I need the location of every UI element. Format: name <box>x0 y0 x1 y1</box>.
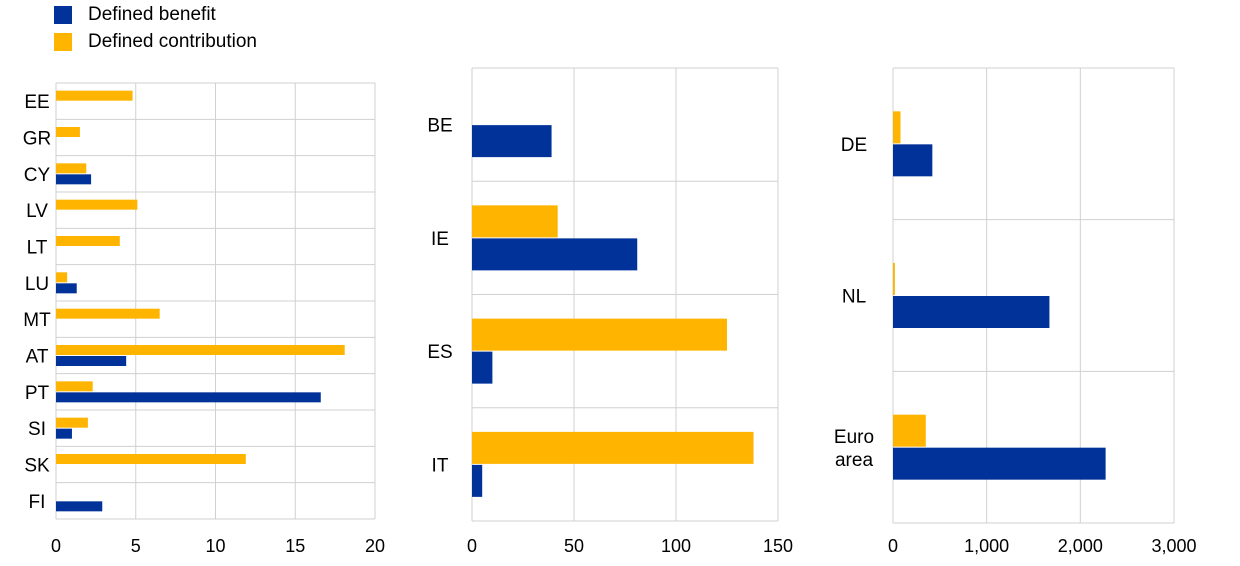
category-label-mt: MT <box>23 310 51 331</box>
bar-defined-contribution-es <box>472 318 727 351</box>
x-tick-label: 150 <box>763 536 793 556</box>
legend-label-defined-contribution: Defined contribution <box>88 31 257 52</box>
category-label-ee: EE <box>24 92 49 113</box>
bar-defined-benefit-be <box>472 125 552 158</box>
category-label-euro-area: Euro area <box>834 427 874 471</box>
bar-defined-contribution-pt <box>56 381 93 392</box>
x-tick-label: 2,000 <box>1058 536 1103 556</box>
x-tick-label: 10 <box>205 536 225 556</box>
legend-swatch-defined-benefit <box>54 6 72 24</box>
x-tick-label: 15 <box>285 536 305 556</box>
x-tick-label: 3,000 <box>1151 536 1196 556</box>
category-label-lu: LU <box>25 274 49 295</box>
bar-defined-contribution-ie <box>472 205 558 238</box>
x-tick-label: 0 <box>51 536 61 556</box>
category-label-at: AT <box>26 347 49 368</box>
legend-label-defined-benefit: Defined benefit <box>88 4 216 25</box>
category-label-lt: LT <box>27 238 48 259</box>
category-label-pt: PT <box>25 383 50 404</box>
category-label-nl: NL <box>842 287 866 308</box>
x-tick-label: 0 <box>467 536 477 556</box>
category-label-lv: LV <box>26 201 48 222</box>
legend-item-defined-contribution: Defined contribution <box>54 31 257 53</box>
category-label-ie: IE <box>431 229 449 250</box>
x-tick-label: 50 <box>564 536 584 556</box>
bar-defined-contribution-si <box>56 417 88 428</box>
bar-defined-contribution-euro-area <box>893 414 926 447</box>
category-label-de: DE <box>841 135 867 156</box>
chart-panel-3: DE NL Euro area 0 1,000 2,000 3,000 <box>834 67 1197 556</box>
bar-defined-benefit-lu <box>56 283 77 294</box>
bar-defined-contribution-lv <box>56 199 138 210</box>
category-label-fi: FI <box>29 492 46 513</box>
category-label-cy: CY <box>24 165 51 186</box>
bar-defined-contribution-nl <box>893 263 895 295</box>
bar-defined-benefit-si <box>56 428 72 439</box>
x-tick-label: 5 <box>131 536 141 556</box>
bar-defined-benefit-euro-area <box>893 447 1106 480</box>
bar-defined-contribution-de <box>893 111 901 144</box>
bar-defined-contribution-ee <box>56 90 133 101</box>
category-label-sk: SK <box>24 456 50 477</box>
bar-defined-contribution-mt <box>56 308 160 319</box>
chart-panel-2: BE IE ES IT 0 50 100 150 <box>427 67 793 556</box>
category-label-gr: GR <box>23 129 52 150</box>
bar-defined-benefit-de <box>893 144 933 177</box>
bar-defined-benefit-cy <box>56 174 92 185</box>
x-tick-label: 100 <box>661 536 691 556</box>
category-label-be: BE <box>427 116 452 137</box>
category-label-it: IT <box>432 455 449 476</box>
legend-item-defined-benefit: Defined benefit <box>54 4 216 26</box>
bar-defined-contribution-at <box>56 345 345 355</box>
bar-defined-benefit-it <box>472 464 483 497</box>
x-tick-label: 1,000 <box>964 536 1009 556</box>
bar-defined-benefit-ie <box>472 238 638 271</box>
x-tick-label: 20 <box>365 536 385 556</box>
chart-panel-1: EE GR CY LV LT LU MT AT PT SI SK FI 0 5 10 15 20 <box>23 82 385 556</box>
category-label-si: SI <box>28 419 46 440</box>
bar-defined-benefit-nl <box>893 296 1050 328</box>
bar-defined-benefit-pt <box>56 392 321 403</box>
x-tick-label: 0 <box>888 536 898 556</box>
bar-defined-contribution-cy <box>56 163 87 174</box>
bar-defined-benefit-es <box>472 351 493 384</box>
bar-defined-contribution-lt <box>56 236 120 246</box>
bar-defined-contribution-gr <box>56 127 80 137</box>
category-label-es: ES <box>427 342 452 363</box>
bar-defined-benefit-at <box>56 356 127 366</box>
bar-defined-contribution-lu <box>56 272 68 283</box>
bar-defined-contribution-sk <box>56 454 246 464</box>
bar-defined-benefit-fi <box>56 501 103 512</box>
bar-defined-contribution-it <box>472 431 754 464</box>
legend-swatch-defined-contribution <box>54 33 72 51</box>
